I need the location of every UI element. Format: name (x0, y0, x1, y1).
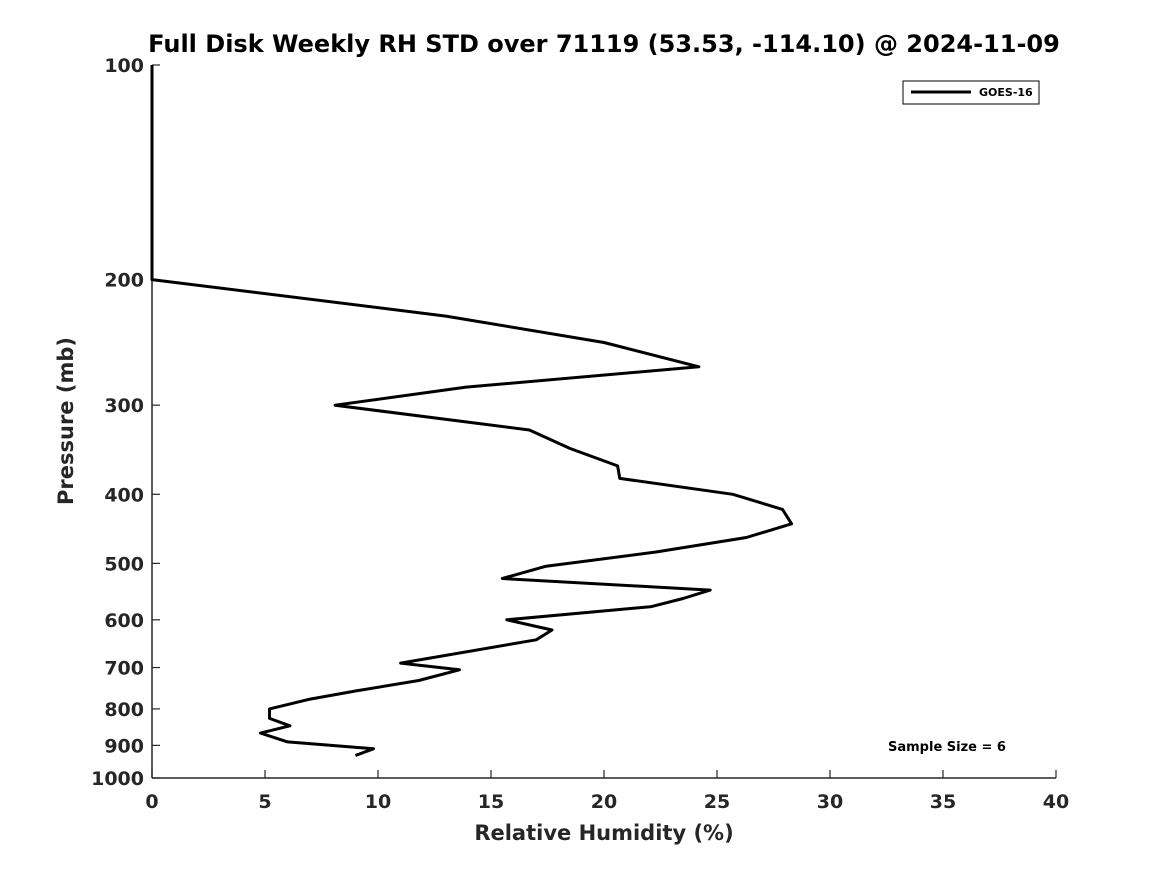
x-tick-label-5: 5 (258, 791, 271, 813)
y-tick-label-500: 500 (104, 553, 144, 575)
y-tick-label-400: 400 (104, 484, 144, 506)
series-layer (150, 65, 794, 757)
x-axis: 0 5 10 15 20 25 30 35 40 (145, 770, 1069, 813)
y-axis: 100 200 300 400 500 600 700 800 900 1000 (91, 55, 160, 790)
chart-title: Full Disk Weekly RH STD over 71119 (53.5… (148, 30, 1060, 58)
x-tick-label-40: 40 (1043, 791, 1069, 813)
y-axis-label: Pressure (mb) (54, 337, 78, 505)
x-tick-label-30: 30 (817, 791, 843, 813)
sample-size-annotation: Sample Size = 6 (888, 740, 1006, 755)
y-tick-label-300: 300 (104, 395, 144, 417)
y-tick-label-800: 800 (104, 699, 144, 721)
x-tick-label-10: 10 (365, 791, 391, 813)
y-tick-label-200: 200 (104, 270, 144, 292)
series-line-goes-16 (150, 65, 794, 757)
x-tick-label-20: 20 (591, 791, 617, 813)
y-tick-label-1000: 1000 (91, 768, 144, 790)
x-tick-label-35: 35 (930, 791, 956, 813)
x-tick-label-0: 0 (145, 791, 158, 813)
legend: GOES-16 (902, 80, 1040, 105)
y-tick-label-100: 100 (104, 55, 144, 77)
y-tick-label-600: 600 (104, 610, 144, 632)
x-tick-label-15: 15 (478, 791, 504, 813)
y-tick-label-700: 700 (104, 658, 144, 680)
x-tick-label-25: 25 (704, 791, 730, 813)
x-axis-label: Relative Humidity (%) (474, 821, 733, 845)
y-tick-label-900: 900 (104, 735, 144, 757)
legend-entry-goes-16: GOES-16 (979, 86, 1033, 99)
